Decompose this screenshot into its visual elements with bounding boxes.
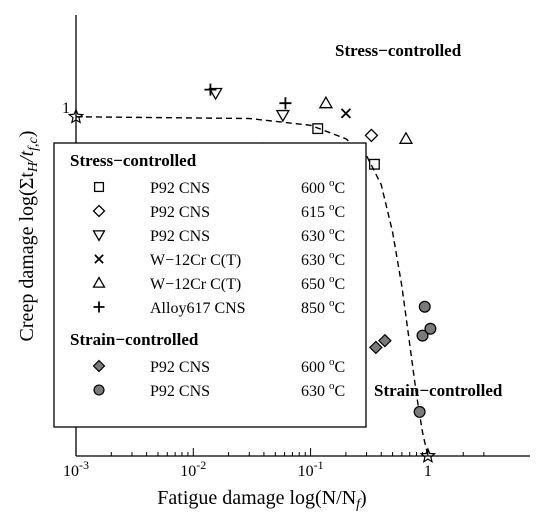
legend-temperature: 600 oC [301, 177, 345, 197]
data-point-tri-up [398, 131, 414, 144]
data-point-x [340, 108, 352, 119]
data-point-plus [204, 83, 217, 96]
legend-temp-unit: C [335, 359, 346, 376]
legend-heading: Strain−controlled [70, 330, 199, 349]
y-axis-label-part: H [26, 161, 41, 173]
envelope-star-marker [67, 108, 85, 124]
legend-temp-value: 650 [301, 276, 329, 293]
stress-region-label: Stress−controlled [335, 41, 462, 60]
legend-degree-sign: o [329, 201, 335, 213]
legend-temp-unit: C [335, 228, 346, 245]
legend-marker-tri-up [92, 276, 106, 288]
x-tick-base: 10 [298, 463, 314, 480]
x-tick-label: 10-3 [63, 458, 89, 480]
legend-temperature: 850 oC [301, 297, 345, 317]
data-point-tri-down [208, 87, 223, 101]
legend-degree-sign: o [329, 380, 335, 392]
data-point-plus [279, 97, 292, 110]
legend-temp-value: 630 [301, 383, 329, 400]
legend-label: P92 CNS [150, 383, 210, 400]
y-axis-label-part: f,c [26, 136, 41, 150]
legend-temp-unit: C [335, 204, 346, 221]
legend-temp-value: 600 [301, 359, 329, 376]
legend-temperature: 630 oC [301, 225, 345, 245]
legend-label: P92 CNS [150, 228, 210, 245]
data-point-diamond [364, 128, 379, 143]
envelope-star-marker [419, 447, 437, 463]
data-point-square [368, 158, 380, 170]
legend-temp-value: 600 [301, 180, 329, 197]
damage-envelope-line [75, 116, 429, 457]
legend-marker-diamond [92, 204, 106, 218]
legend-marker-diamond-filled [92, 359, 106, 373]
x-tick-label: 10-1 [298, 458, 324, 480]
legend-temp-value: 630 [301, 252, 329, 269]
data-point-tri-down [275, 109, 290, 123]
data-point-tri-up [318, 95, 334, 109]
legend-temperature: 630 oC [301, 249, 345, 269]
x-axis-label-part: ) [360, 487, 367, 509]
x-tick-label: 10-2 [180, 458, 206, 480]
legend-marker-square [93, 181, 105, 193]
legend-label: P92 CNS [150, 180, 210, 197]
y-axis-label: Creep damage log(ΣtH/tf,c) [16, 131, 41, 342]
legend-temp-value: 615 [301, 204, 329, 221]
legend-degree-sign: o [329, 177, 335, 189]
data-point-diamond-filled [378, 333, 392, 348]
y-axis-label-part: /t [16, 150, 38, 163]
legend-label: P92 CNS [150, 359, 210, 376]
data-point-circle-filled [418, 300, 431, 313]
data-point-square [312, 123, 324, 135]
legend-degree-sign: o [329, 225, 335, 237]
data-point-circle-filled [424, 322, 437, 335]
y-tick-label: 1 [62, 100, 70, 117]
legend-temp-unit: C [335, 252, 346, 269]
x-tick-base: 1 [424, 463, 432, 480]
legend-heading: Stress−controlled [70, 151, 197, 170]
legend-temp-unit: C [335, 276, 346, 293]
legend-temperature: 630 oC [301, 380, 345, 400]
x-tick-base: 10 [63, 463, 79, 480]
legend-temp-unit: C [335, 300, 346, 317]
data-point-circle-filled [413, 405, 426, 418]
y-axis-label-part: Creep damage log(Σt [16, 172, 38, 342]
legend-temp-value: 850 [301, 300, 329, 317]
legend-temperature: 600 oC [301, 356, 345, 376]
legend-temp-unit: C [335, 180, 346, 197]
legend-degree-sign: o [329, 297, 335, 309]
y-axis-label-part: ) [16, 131, 38, 138]
x-tick-exponent: -1 [314, 458, 324, 472]
legend-box [53, 142, 367, 428]
legend-temperature: 650 oC [301, 273, 345, 293]
legend-degree-sign: o [329, 273, 335, 285]
x-tick-base: 10 [180, 463, 196, 480]
legend-marker-circle-filled [93, 384, 105, 396]
legend-degree-sign: o [329, 356, 335, 368]
legend-marker-x [94, 254, 104, 264]
strain-region-label: Strain−controlled [374, 381, 503, 400]
legend-temp-unit: C [335, 383, 346, 400]
x-tick-exponent: -3 [79, 458, 89, 472]
legend-label: W−12Cr C(T) [150, 252, 241, 269]
x-axis-label-part: Fatigue damage log(N/N [157, 487, 356, 509]
legend-label: W−12Cr C(T) [150, 276, 241, 293]
x-axis-label: Fatigue damage log(N/Nf) [157, 487, 366, 512]
legend-temperature: 615 oC [301, 201, 345, 221]
legend-marker-plus [93, 301, 105, 313]
x-tick-label: 1 [424, 463, 432, 480]
legend-marker-tri-down [92, 230, 106, 242]
legend-label: Alloy617 CNS [150, 300, 246, 317]
legend-temp-value: 630 [301, 228, 329, 245]
legend-degree-sign: o [329, 249, 335, 261]
data-point-diamond-filled [369, 340, 383, 355]
legend-label: P92 CNS [150, 204, 210, 221]
data-point-circle-filled [416, 329, 429, 342]
x-tick-exponent: -2 [196, 458, 206, 472]
x-axis-label-part: f [356, 497, 362, 512]
